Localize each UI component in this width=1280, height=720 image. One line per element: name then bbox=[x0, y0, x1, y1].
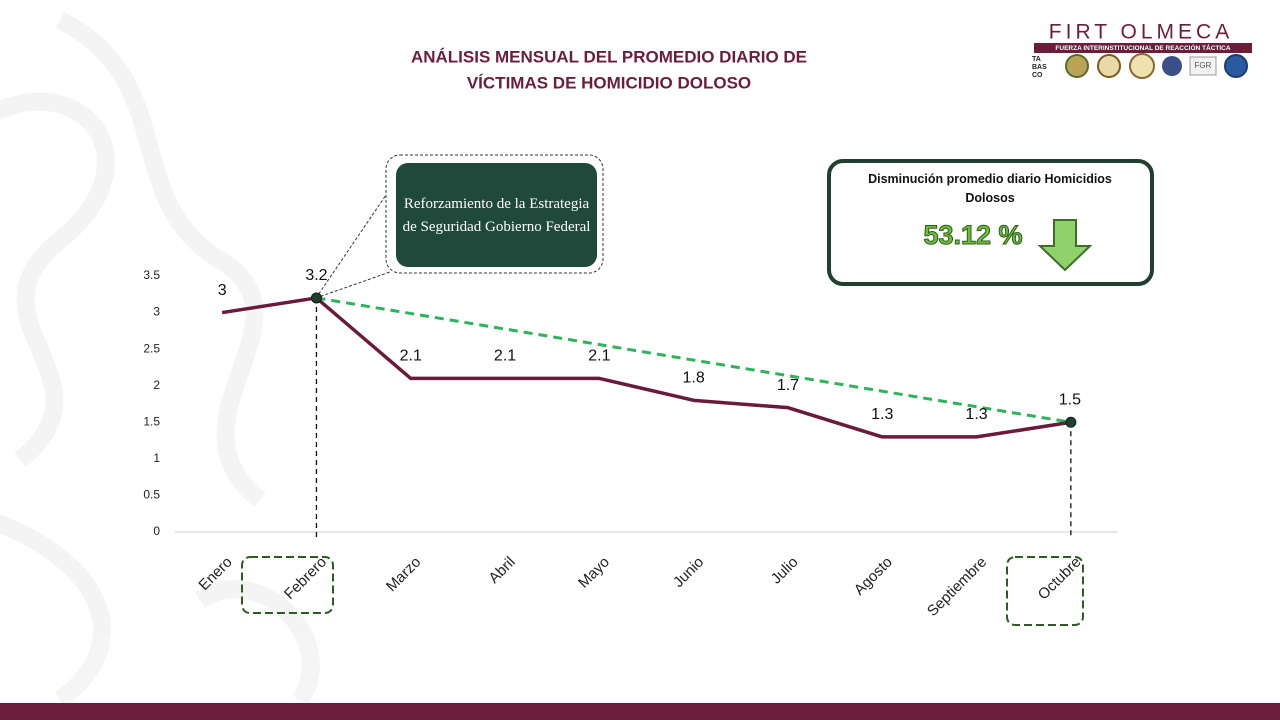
data-label: 1.3 bbox=[965, 406, 987, 423]
callout-line bbox=[315, 271, 391, 299]
highlight-box bbox=[1006, 556, 1084, 626]
logo-band bbox=[1034, 43, 1252, 53]
y-tick-label: 1.5 bbox=[143, 414, 160, 428]
y-tick-label: 0.5 bbox=[143, 488, 160, 502]
y-tick-label: 2.5 bbox=[143, 341, 160, 355]
background-pattern bbox=[0, 11, 320, 708]
annotation-box bbox=[396, 163, 597, 267]
data-label: 3.2 bbox=[305, 267, 327, 284]
trend-line bbox=[316, 296, 1072, 424]
logo-state: CO bbox=[1032, 72, 1043, 79]
point-marker bbox=[1065, 416, 1077, 428]
logo-name: FIRT OLMECA bbox=[1049, 21, 1233, 44]
data-label: 3 bbox=[218, 282, 227, 299]
callout-line bbox=[315, 194, 387, 299]
logo-subtitle: FUERZA INTERINSTITUCIONAL DE REACCIÓN TÁ… bbox=[1055, 43, 1230, 52]
data-label: 1.8 bbox=[683, 370, 705, 387]
summary-label: Disminución promedio diario Homicidios D… bbox=[868, 172, 1112, 205]
y-tick-label: 1 bbox=[153, 451, 160, 465]
chart-title: VÍCTIMAS DE HOMICIDIO DOLOSO bbox=[467, 73, 751, 92]
data-label: 2.1 bbox=[494, 348, 516, 365]
data-label: 1.3 bbox=[871, 406, 893, 423]
y-tick-label: 2 bbox=[153, 378, 160, 392]
logo-seal bbox=[1129, 53, 1155, 79]
logo-seal bbox=[1065, 54, 1089, 78]
point-marker bbox=[310, 292, 322, 304]
data-label: 2.1 bbox=[588, 348, 610, 365]
data-label: 1.7 bbox=[777, 377, 799, 394]
y-tick-label: 0 bbox=[153, 524, 160, 538]
summary-value: 53.12 % bbox=[923, 220, 1022, 250]
data-label: 2.1 bbox=[400, 348, 422, 365]
data-line bbox=[221, 296, 1072, 439]
footer-bar bbox=[0, 703, 1280, 720]
annotation-frame bbox=[385, 154, 604, 274]
logo-seal bbox=[1162, 56, 1182, 76]
down-arrow bbox=[1037, 219, 1093, 272]
logo-agency: FGR bbox=[1195, 61, 1212, 70]
logo: FIRT OLMECA FUERZA INTERINSTITUCIONAL DE… bbox=[1032, 21, 1252, 79]
highlight-box bbox=[241, 556, 334, 614]
chart-title: ANÁLISIS MENSUAL DEL PROMEDIO DIARIO DE bbox=[411, 47, 807, 66]
logo-seal bbox=[1224, 54, 1248, 78]
y-tick-label: 3 bbox=[153, 305, 160, 319]
annotation-wrap: Reforzamiento de la Estrategia de Seguri… bbox=[402, 196, 591, 235]
data-label: 1.5 bbox=[1059, 392, 1081, 409]
logo-state: BAS bbox=[1032, 64, 1047, 71]
summary-box: Disminución promedio diario Homicidios D… bbox=[827, 159, 1154, 286]
logo-seal bbox=[1097, 54, 1121, 78]
y-tick-label: 3.5 bbox=[143, 268, 160, 282]
annotation: Reforzamiento de la Estrategia de Seguri… bbox=[315, 154, 604, 299]
logo-state: TA bbox=[1032, 56, 1041, 63]
summary-wrap: Disminución promedio diario Homicidios D… bbox=[868, 172, 1112, 205]
annotation-text: Reforzamiento de la Estrategia de Seguri… bbox=[402, 196, 591, 235]
logo-box bbox=[1189, 56, 1217, 76]
